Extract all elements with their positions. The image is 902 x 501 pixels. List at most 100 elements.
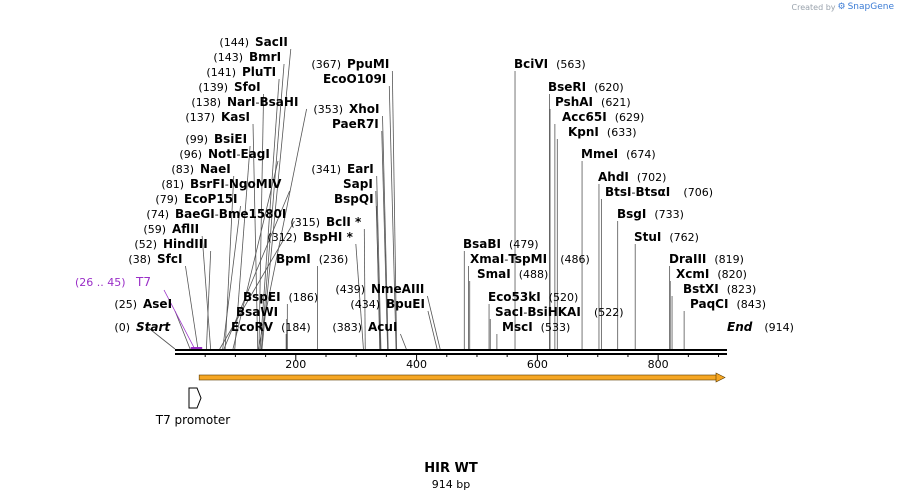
site-bsiei: (99) BsiEI <box>185 132 247 146</box>
site-name-nmeaiii: NmeAIII <box>371 282 424 296</box>
site-line-asei <box>174 310 191 350</box>
site-btsi: (706) BtsI - BtsαI <box>605 185 713 199</box>
feature-t7-name: T7 <box>135 275 151 289</box>
site-sacii: (144) SacII <box>219 35 287 49</box>
site-pluti: (141) PluTI <box>206 65 276 79</box>
site-name-bsgi: BsgI <box>617 207 646 221</box>
site-line-ecoo109i <box>388 85 397 350</box>
site-sfci: (38) SfcI <box>128 252 182 266</box>
site-bmri: (143) BmrI <box>213 50 281 64</box>
site-separator-noti: - <box>237 148 241 161</box>
site-name-bstxi: BstXI <box>683 282 719 296</box>
site-name-sfci: SfcI <box>157 252 182 266</box>
site-nari: (138) NarI - BsaHI <box>191 95 298 109</box>
site-line-kasi <box>252 123 259 350</box>
site-name-bsabi: BsaBI <box>463 237 501 251</box>
feature-orf-body <box>198 374 718 381</box>
site-bseri: (620) BseRI <box>548 80 624 94</box>
site-sapi: SapI <box>343 177 373 191</box>
site-name-sacii: SacII <box>255 35 288 49</box>
site-name-baegi: BaeGI <box>175 207 215 221</box>
site-name-nari: NarI <box>227 95 256 109</box>
site-draiii: (819) DraIII <box>669 252 744 266</box>
site-bspqi: BspQI <box>334 192 374 206</box>
site-name-acc65i: Acc65I <box>562 110 607 124</box>
site-position-baegi: (74) <box>146 208 169 221</box>
site-position-bspei: (186) <box>289 291 319 304</box>
site-line-nmeaiii <box>426 295 441 350</box>
site-end: (914) End <box>727 320 794 334</box>
site-line-xhoi <box>382 115 389 350</box>
site-name-pluti: PluTI <box>242 65 276 79</box>
site-position-bpuei: (434) <box>350 298 380 311</box>
site-position-pshai: (621) <box>601 96 631 109</box>
site-name-bsawi: BsaWI <box>236 305 278 319</box>
site-position-kpni: (633) <box>607 126 637 139</box>
site-name-bpmi: BpmI <box>276 252 311 266</box>
site-position-acui: (383) <box>332 321 362 334</box>
site-separator-xmai: - <box>504 253 508 266</box>
site-line-bcli <box>363 228 366 350</box>
site-name2-btsi: BtsαI <box>635 185 670 199</box>
site-line-sfoi <box>258 93 264 350</box>
site-stui: (762) StuI <box>634 230 699 244</box>
site-asei: (25) AseI <box>114 297 172 311</box>
site-name-xhoi: XhoI <box>349 102 380 116</box>
site-line-pluti <box>259 78 280 350</box>
site-name-xcmi: XcmI <box>676 267 709 281</box>
site-name2-xmai: TspMI <box>508 252 547 266</box>
feature-t7-range: (26 .. 45) <box>75 276 126 289</box>
site-name-saci: SacI <box>495 305 523 319</box>
site-bsabi: (479) BsaBI <box>463 237 539 251</box>
site-position-bsrfi: (81) <box>161 178 184 191</box>
site-separator-baegi: - <box>215 208 219 221</box>
site-xhoi: (353) XhoI <box>313 102 379 116</box>
site-labels: (0) Start (25) AseI (38) SfcI(52) HindIII(59) A… <box>114 35 794 334</box>
site-separator-bsrfi: - <box>225 178 229 191</box>
site-bcivi: (563) BciVI <box>514 57 586 71</box>
site-aflii: (59) AflII <box>143 222 199 236</box>
site-xcmi: (820) XcmI <box>676 267 747 281</box>
site-nmeaiii: (439) NmeAIII <box>335 282 424 296</box>
site-line-ppumi <box>391 70 398 350</box>
site-position-hindiii: (52) <box>134 238 157 251</box>
site-name-kpni: KpnI <box>568 125 599 139</box>
snapgene-credit: Created by ⚙ SnapGene <box>792 2 895 12</box>
site-name-eari: EarI <box>347 162 374 176</box>
site-smai: (488) SmaI <box>477 267 548 281</box>
site-name-msci: MscI <box>502 320 533 334</box>
site-acc65i: (629) Acc65I <box>562 110 644 124</box>
site-position-bpmi: (236) <box>319 253 349 266</box>
site-name-kasi: KasI <box>221 110 250 124</box>
site-bstxi: (823) BstXI <box>683 282 756 296</box>
site-bcli: (315) BclI * <box>290 215 362 229</box>
site-pshai: (621) PshAI <box>555 95 631 109</box>
site-paer7i: PaeR7I <box>332 117 379 131</box>
site-bsrfi: (81) BsrFI - NgoMIV <box>161 177 282 191</box>
site-name-sapi: SapI <box>343 177 373 191</box>
site-mmei: (674) MmeI <box>581 147 656 161</box>
site-name-noti: NotI <box>208 147 237 161</box>
site-position-nari: (138) <box>191 96 221 109</box>
site-name-xmai: XmaI <box>470 252 504 266</box>
site-position-bseri: (620) <box>594 81 624 94</box>
site-start: (0) Start <box>114 320 171 334</box>
site-name-smai: SmaI <box>477 267 511 281</box>
site-position-sfci: (38) <box>128 253 151 266</box>
site-position-end: (914) <box>764 321 794 334</box>
site-separator-saci: - <box>523 306 527 319</box>
site-line-bmri <box>260 63 285 350</box>
site-name-ppumi: PpuMI <box>347 57 389 71</box>
site-xmai: (486) XmaI - TspMI <box>470 252 590 266</box>
credit-prefix: Created by <box>791 2 836 12</box>
site-line-paer7i <box>381 130 388 350</box>
site-name2-saci: BsiHKAI <box>527 305 581 319</box>
site-line-ecop15i <box>222 205 241 350</box>
site-naei: (83) NaeI <box>171 162 230 176</box>
site-position-msci: (533) <box>541 321 571 334</box>
site-name-btsi: BtsI <box>605 185 632 199</box>
site-separator-nari: - <box>256 96 260 109</box>
site-position-bsgi: (733) <box>654 208 684 221</box>
site-saci: (522) SacI - BsiHKAI <box>495 305 624 319</box>
